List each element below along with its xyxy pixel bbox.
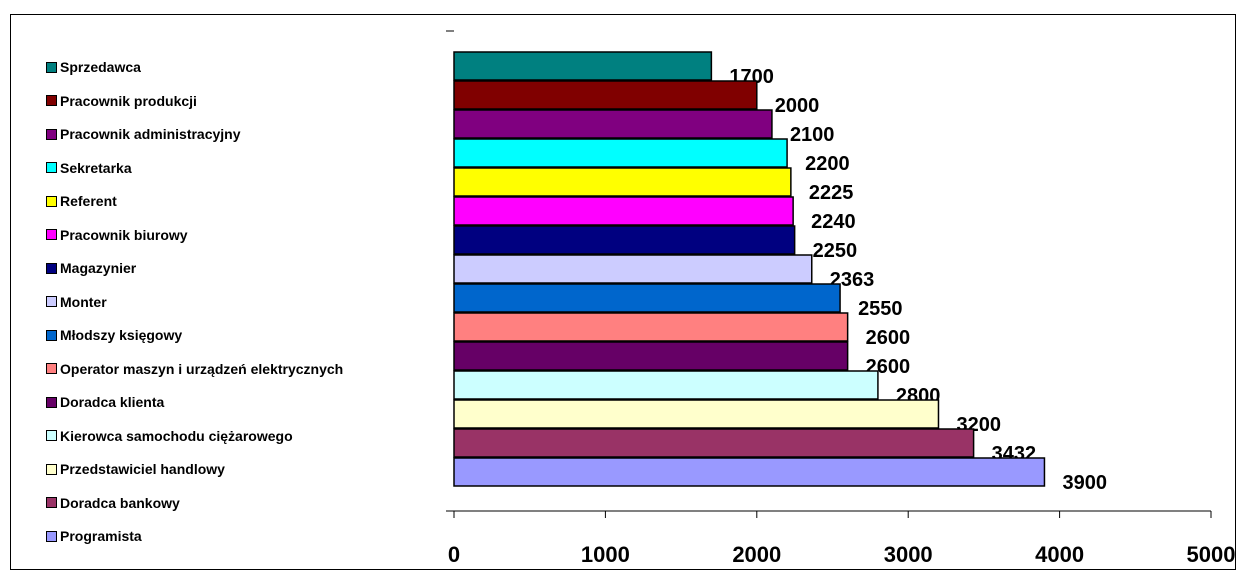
- legend-item: Referent: [46, 191, 117, 211]
- data-label: 2240: [811, 211, 856, 233]
- bar: [453, 457, 1046, 487]
- bar: [453, 428, 975, 458]
- legend-swatch: [46, 396, 57, 408]
- legend-item: Pracownik administracyjny: [46, 124, 241, 144]
- x-tick-label: 0: [448, 542, 460, 567]
- legend-item: Programista: [46, 526, 142, 546]
- x-tick-label: 4000: [1035, 542, 1084, 567]
- legend-swatch: [46, 497, 57, 508]
- legend-item: Pracownik biurowy: [46, 225, 188, 245]
- legend-label: Pracownik administracyjny: [60, 126, 241, 142]
- legend-item: Doradca bankowy: [46, 493, 180, 513]
- legend-label: Operator maszyn i urządzeń elektrycznych: [60, 360, 344, 377]
- legend-item: Operator maszyn i urządzeń elektrycznych: [46, 359, 343, 379]
- data-label: 2363: [830, 269, 875, 291]
- legend-item: Pracownik produkcji: [46, 91, 197, 111]
- legend-swatch: [46, 128, 57, 140]
- legend-label: Sekretarka: [60, 159, 132, 176]
- legend-item: Młodszy księgowy: [46, 325, 182, 345]
- legend-label: Pracownik biurowy: [60, 226, 188, 243]
- data-label: 2225: [809, 182, 854, 204]
- legend-label: Pracownik produkcji: [60, 92, 197, 109]
- legend-swatch: [46, 530, 57, 542]
- legend-label: Doradca klienta: [60, 394, 165, 410]
- data-label: 2250: [813, 240, 858, 262]
- legend-label: Doradca bankowy: [60, 494, 180, 511]
- legend-item: Magazynier: [46, 258, 136, 278]
- bar: [453, 370, 879, 400]
- data-label: 2200: [805, 153, 850, 175]
- legend-label: Programista: [60, 528, 142, 544]
- bar: [453, 109, 773, 139]
- x-tick-label: 5000: [1187, 542, 1236, 567]
- legend-label: Referent: [60, 193, 117, 209]
- legend-swatch: [46, 430, 57, 441]
- legend-swatch: [46, 329, 57, 341]
- legend-item: Sprzedawca: [46, 57, 141, 77]
- x-tick-label: 3000: [884, 542, 933, 567]
- data-label: 3900: [1062, 472, 1107, 494]
- legend-item: Przedstawiciel handlowy: [46, 459, 225, 479]
- data-label: 2550: [858, 298, 903, 320]
- legend-item: Kierowca samochodu ciężarowego: [46, 426, 293, 446]
- legend-swatch: [46, 463, 57, 475]
- legend-item: Doradca klienta: [46, 392, 164, 412]
- bar: [453, 254, 813, 284]
- x-tick-label: 1000: [581, 542, 630, 567]
- legend-swatch: [46, 95, 57, 106]
- x-tick-label: 2000: [732, 542, 781, 567]
- bar: [453, 80, 758, 110]
- legend-label: Przedstawiciel handlowy: [60, 461, 225, 477]
- bar: [453, 225, 796, 255]
- bar: [453, 138, 788, 168]
- legend-swatch: [46, 363, 57, 374]
- legend-swatch: [46, 195, 57, 207]
- data-label: 2600: [866, 327, 911, 349]
- legend-swatch: [46, 162, 57, 173]
- bar: [453, 283, 841, 313]
- legend-swatch: [46, 61, 57, 73]
- bar: [453, 167, 792, 197]
- legend-label: Sprzedawca: [60, 59, 141, 75]
- legend-swatch: [46, 262, 57, 274]
- bar: [453, 341, 849, 371]
- data-label: 2000: [775, 95, 820, 117]
- legend-item: Sekretarka: [46, 158, 132, 178]
- legend-label: Monter: [60, 293, 107, 310]
- legend-item: Monter: [46, 292, 107, 312]
- bar: [453, 196, 794, 226]
- legend-swatch: [46, 296, 57, 307]
- bar: [453, 51, 713, 81]
- legend-label: Młodszy księgowy: [60, 327, 183, 343]
- bar: [453, 312, 849, 342]
- bar: [453, 399, 940, 429]
- legend-label: Magazynier: [60, 260, 137, 276]
- legend-label: Kierowca samochodu ciężarowego: [60, 427, 293, 444]
- legend-swatch: [46, 229, 57, 240]
- data-label: 2100: [790, 124, 835, 146]
